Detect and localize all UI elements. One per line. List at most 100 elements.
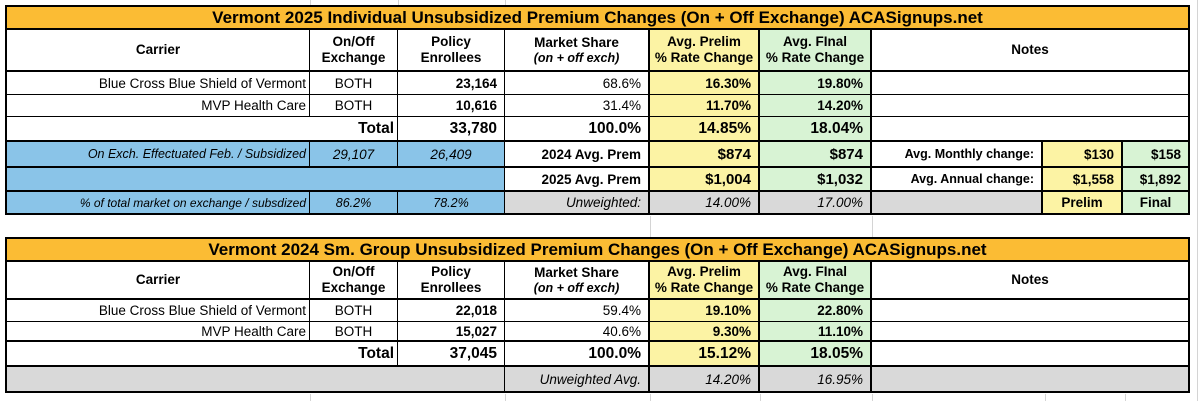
- gridline: [872, 216, 873, 237]
- final-rate-value: 19.80%: [760, 72, 872, 95]
- unweighted-label: Unweighted:: [505, 192, 650, 213]
- carrier-name: MVP Health Care: [7, 95, 310, 117]
- avg-prem-2025-prelim: $1,004: [650, 168, 760, 192]
- gridline: [505, 0, 506, 5]
- gridline: [872, 394, 873, 401]
- gridline: [310, 394, 311, 401]
- avg-annual-change-final: $1,892: [1123, 168, 1188, 192]
- avg-prem-2024-final: $874: [760, 142, 872, 168]
- total-label: Total: [7, 117, 398, 142]
- col-header-carrier: Carrier: [7, 30, 310, 72]
- col-header-enrollees: Policy Enrollees: [398, 262, 505, 300]
- notes-cell: [872, 117, 1188, 142]
- total-enrollees: 37,045: [398, 342, 505, 367]
- pct-subsidized-value: 78.2%: [398, 192, 505, 213]
- pct-on-exchange-value: 86.2%: [310, 192, 398, 213]
- final-rate-value: 22.80%: [760, 300, 872, 322]
- gridline: [1125, 394, 1126, 401]
- total-market-share: 100.0%: [505, 342, 650, 367]
- blank-blue-cell: [7, 168, 505, 192]
- col-header-exchange: On/Off Exchange: [310, 262, 398, 300]
- exchange-value: BOTH: [310, 72, 398, 95]
- notes-cell: [872, 367, 1188, 391]
- avg-monthly-change-label: Avg. Monthly change:: [872, 142, 1043, 168]
- on-exchange-effectuated-label: On Exch. Effectuated Feb. / Subsidized: [7, 142, 310, 168]
- enrollees-value: 22,018: [398, 300, 505, 322]
- notes-cell: [872, 72, 1188, 95]
- col-header-avg-final: Avg. FInal% Rate Change: [760, 30, 872, 72]
- col-header-avg-final: Avg. FInal% Rate Change: [760, 262, 872, 300]
- enrollees-value: 10,616: [398, 95, 505, 117]
- prelim-column-key: Prelim: [1043, 192, 1123, 213]
- unweighted-avg-final: 16.95%: [760, 367, 872, 391]
- market-share-value: 68.6%: [505, 72, 650, 95]
- market-share-value: 31.4%: [505, 95, 650, 117]
- prelim-rate-value: 16.30%: [650, 72, 760, 95]
- prelim-rate-value: 11.70%: [650, 95, 760, 117]
- gridline: [310, 0, 311, 5]
- table-title: Vermont 2025 Individual Unsubsidized Pre…: [7, 7, 1188, 30]
- exchange-value: BOTH: [310, 300, 398, 322]
- market-share-value: 59.4%: [505, 300, 650, 322]
- prelim-rate-value: 19.10%: [650, 300, 760, 322]
- total-market-share: 100.0%: [505, 117, 650, 142]
- notes-cell: [872, 342, 1188, 367]
- gridline: [505, 394, 506, 401]
- prelim-rate-value: 9.30%: [650, 322, 760, 342]
- carrier-name: Blue Cross Blue Shield of Vermont: [7, 300, 310, 322]
- col-header-notes: Notes: [872, 30, 1188, 72]
- col-header-enrollees: Policy Enrollees: [398, 30, 505, 72]
- blank-gray-cell: [872, 192, 1043, 213]
- unweighted-avg-prelim: 14.20%: [650, 367, 760, 391]
- avg-prem-2024-prelim: $874: [650, 142, 760, 168]
- market-share-value: 40.6%: [505, 322, 650, 342]
- col-header-exchange: On/Off Exchange: [310, 30, 398, 72]
- notes-cell: [872, 322, 1188, 342]
- col-header-avg-prelim: Avg. Prelim% Rate Change: [650, 262, 760, 300]
- col-header-carrier: Carrier: [7, 262, 310, 300]
- subsidized-enrollees: 26,409: [398, 142, 505, 168]
- col-header-market-share: Market Share (on + off exch): [505, 30, 650, 72]
- carrier-name: Blue Cross Blue Shield of Vermont: [7, 72, 310, 95]
- col-header-avg-prelim: Avg. Prelim% Rate Change: [650, 30, 760, 72]
- table-2025-individual-premium-changes: Vermont 2025 Individual Unsubsidized Pre…: [5, 5, 1190, 215]
- pct-market-on-exchange-label: % of total market on exchange / subsdize…: [7, 192, 310, 213]
- gridline: [1045, 394, 1046, 401]
- carrier-name: MVP Health Care: [7, 322, 310, 342]
- final-column-key: Final: [1123, 192, 1188, 213]
- col-header-market-share: Market Share (on + off exch): [505, 262, 650, 300]
- notes-cell: [872, 300, 1188, 322]
- avg-prem-2024-label: 2024 Avg. Prem: [505, 142, 650, 168]
- final-rate-value: 11.10%: [760, 322, 872, 342]
- avg-prem-2025-final: $1,032: [760, 168, 872, 192]
- gridline: [1197, 0, 1198, 401]
- final-rate-value: 14.20%: [760, 95, 872, 117]
- on-exchange-enrollees: 29,107: [310, 142, 398, 168]
- blank-gray-cell: [7, 367, 505, 391]
- enrollees-value: 23,164: [398, 72, 505, 95]
- avg-monthly-change-final: $158: [1123, 142, 1188, 168]
- exchange-value: BOTH: [310, 95, 398, 117]
- exchange-value: BOTH: [310, 322, 398, 342]
- total-label: Total: [7, 342, 398, 367]
- total-prelim-rate: 14.85%: [650, 117, 760, 142]
- avg-annual-change-prelim: $1,558: [1043, 168, 1123, 192]
- avg-prem-2025-label: 2025 Avg. Prem: [505, 168, 650, 192]
- col-header-notes: Notes: [872, 262, 1188, 300]
- table-title: Vermont 2024 Sm. Group Unsubsidized Prem…: [7, 239, 1188, 262]
- table-2024-small-group-premium-changes: Vermont 2024 Sm. Group Unsubsidized Prem…: [5, 237, 1190, 393]
- total-final-rate: 18.04%: [760, 117, 872, 142]
- total-enrollees: 33,780: [398, 117, 505, 142]
- total-final-rate: 18.05%: [760, 342, 872, 367]
- gridline: [398, 0, 399, 5]
- avg-annual-change-label: Avg. Annual change:: [872, 168, 1043, 192]
- gridline: [650, 394, 651, 401]
- gridline: [760, 394, 761, 401]
- notes-cell: [872, 95, 1188, 117]
- unweighted-final: 17.00%: [760, 192, 872, 213]
- unweighted-prelim: 14.00%: [650, 192, 760, 213]
- enrollees-value: 15,027: [398, 322, 505, 342]
- unweighted-avg-label: Unweighted Avg.: [505, 367, 650, 391]
- total-prelim-rate: 15.12%: [650, 342, 760, 367]
- avg-monthly-change-prelim: $130: [1043, 142, 1123, 168]
